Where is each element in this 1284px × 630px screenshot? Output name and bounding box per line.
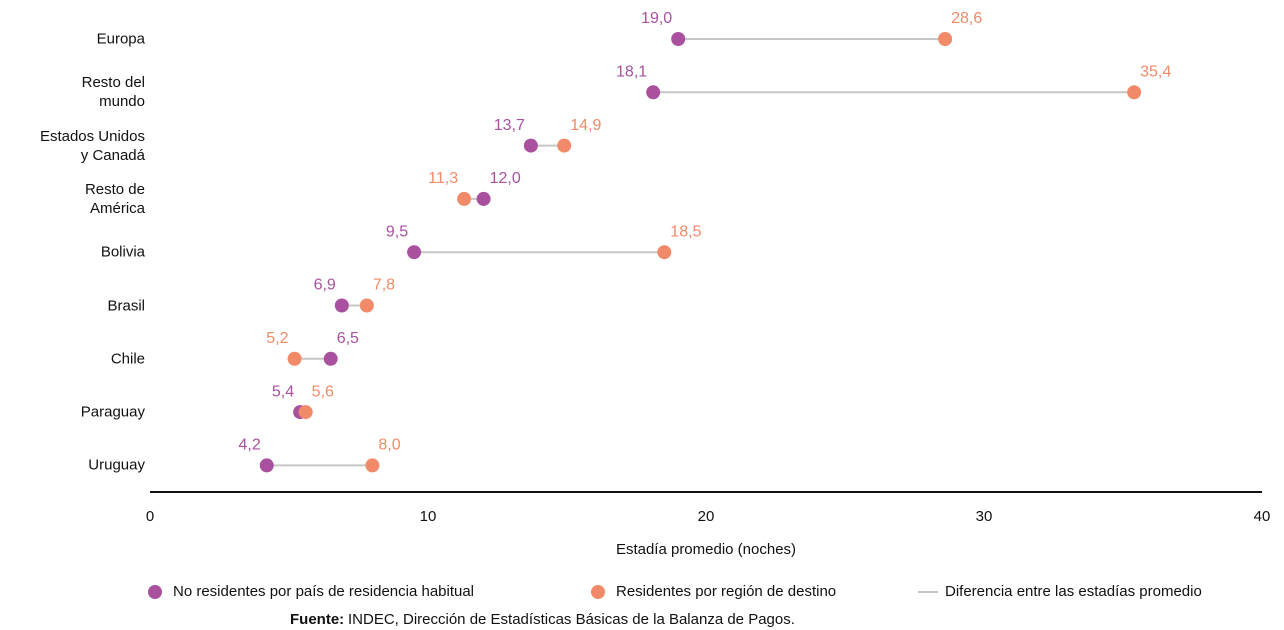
value-label: 5,6 (312, 383, 334, 400)
x-tick-label: 10 (420, 508, 437, 525)
category-label: Brasil (107, 297, 145, 314)
value-label: 9,5 (386, 223, 408, 240)
category-label: Uruguay (88, 456, 145, 474)
dot (457, 191, 472, 206)
value-label: 11,3 (428, 170, 458, 187)
dot (359, 298, 374, 313)
dot (1127, 85, 1142, 100)
x-tick-label: 40 (1254, 508, 1271, 525)
legend-label: No residentes por país de residencia hab… (173, 583, 474, 600)
value-label: 7,8 (373, 277, 395, 294)
category-label: Chile (110, 350, 145, 368)
value-label: 18,5 (670, 223, 701, 240)
category-label: Paraguay (80, 403, 145, 421)
category-label: Bolivia (100, 243, 145, 261)
dot (298, 405, 313, 420)
value-label: 19,0 (641, 10, 672, 27)
dot (334, 298, 349, 313)
dot (938, 32, 953, 46)
value-label: 6,9 (314, 277, 336, 294)
dot (557, 138, 572, 153)
dot (259, 458, 274, 473)
dot (287, 351, 302, 366)
dot (407, 245, 422, 260)
value-label: 6,5 (337, 330, 359, 347)
x-tick-label: 0 (146, 508, 154, 525)
category-label: Resto de América (84, 180, 145, 217)
value-label: 5,4 (272, 383, 294, 400)
dot (671, 32, 686, 46)
value-label: 8,0 (378, 437, 400, 454)
value-label: 12,0 (490, 170, 521, 187)
value-label: 4,2 (239, 437, 261, 454)
value-label: 35,4 (1140, 64, 1171, 81)
dot (323, 351, 338, 366)
dot (646, 85, 661, 100)
legend-marker (148, 585, 162, 599)
value-label: 5,2 (266, 330, 288, 347)
x-tick-label: 30 (976, 508, 993, 525)
x-axis-title: Estadía promedio (noches) (616, 541, 796, 558)
category-label: Europa (96, 30, 145, 48)
category-label: Resto del mundo (81, 74, 145, 111)
value-label: 14,9 (570, 117, 601, 134)
legend-label: Diferencia entre las estadías promedio (945, 583, 1202, 600)
value-label: 18,1 (616, 64, 647, 81)
legend-marker (591, 585, 605, 599)
dot (657, 245, 672, 260)
dot (476, 191, 491, 206)
x-tick-label: 20 (698, 508, 715, 525)
source-label: Fuente: (290, 611, 344, 628)
value-label: 13,7 (494, 117, 525, 134)
dot (523, 138, 538, 153)
value-label: 28,6 (951, 10, 982, 27)
category-label: Estados Unidos y Canadá (39, 127, 145, 164)
dot (365, 458, 380, 473)
source: INDEC, Dirección de Estadísticas Básicas… (348, 611, 795, 628)
legend-label: Residentes por región de destino (616, 583, 836, 600)
